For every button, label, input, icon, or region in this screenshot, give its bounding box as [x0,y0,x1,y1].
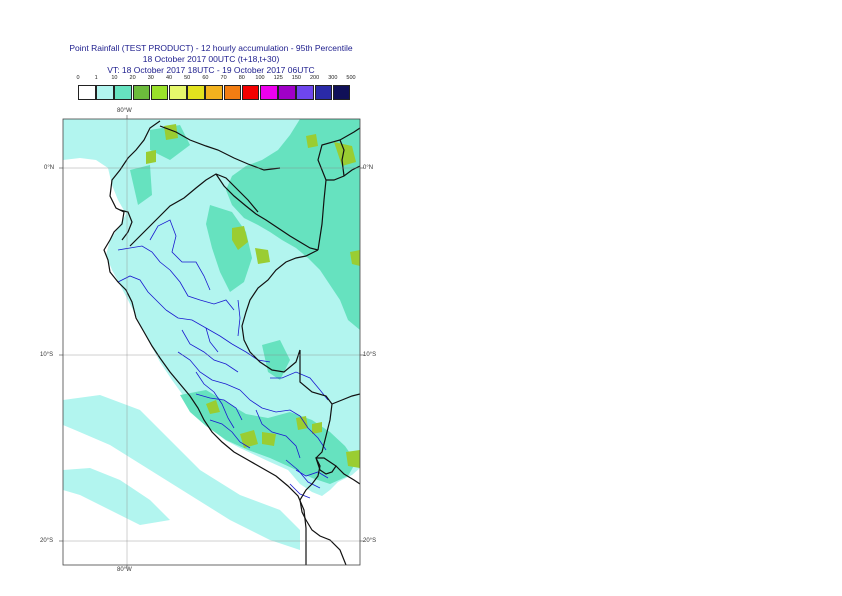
legend-threshold-label: 100 [255,75,265,81]
legend-color-swatch [296,85,314,100]
heavy-rain-patch [306,134,318,148]
lat-label-left-0: 0°N [44,165,55,171]
moderate-rain-area [226,119,360,330]
legend-threshold-label: 30 [147,75,154,81]
legend-threshold-label: 50 [184,75,191,81]
heavy-rain-patch [255,248,270,264]
legend-threshold-label: 10 [111,75,118,81]
heavy-rain-patch [146,150,156,164]
lat-label-left-20: 20°S [40,538,54,544]
legend-threshold-label: 20 [129,75,136,81]
legend-color-swatch [205,85,223,100]
graticule [63,119,360,565]
legend-color-swatch [132,85,151,100]
legend-color-swatch [314,85,333,100]
map-frame [62,118,361,566]
legend-threshold-label: 150 [291,75,301,81]
heavy-rain-patch [164,124,178,140]
color-legend: 0 1 10 20 30 40 50 60 70 80 100 125 150 200 300 500 [72,75,362,105]
legend-color-swatch [278,85,296,100]
legend-threshold-label: 60 [202,75,209,81]
legend-threshold-label: 200 [310,75,320,81]
legend-threshold-label: 500 [346,75,356,81]
legend-color-swatch [114,85,132,100]
heavy-rain-patch [334,142,356,166]
legend-color-swatch [223,85,242,100]
legend-threshold-label: 125 [273,75,283,81]
moderate-rain-area [262,340,290,380]
legend-color-swatch [96,85,114,100]
regional-borders [117,219,329,499]
legend-threshold-label: 0 [76,75,80,81]
title-line-3: VT: 18 October 2017 18UTC - 19 October 2… [107,65,315,75]
title-line-1: Point Rainfall (TEST PRODUCT) - 12 hourl… [69,43,353,53]
lon-label-bottom: 80°W [117,567,132,573]
heavy-rain-patch [296,416,308,430]
lat-label-right-10: 10°S [363,352,377,358]
lat-label-left-10: 10°S [40,352,54,358]
tick-marks [59,115,364,569]
legend-color-swatch [332,85,351,100]
heavy-rain-patch [262,432,276,446]
legend-color-swatch [169,85,187,100]
lat-label-right-20: 20°S [363,538,377,544]
lon-label-top: 80°W [117,108,132,114]
legend-threshold-label: 1 [94,75,98,81]
heavy-rain-patch [232,226,248,250]
light-rain-area [63,395,300,550]
legend-threshold-label: 300 [328,75,338,81]
legend-color-swatch [78,85,96,100]
legend-threshold-label: 70 [220,75,227,81]
legend-threshold-label: 40 [165,75,173,81]
heavy-rain-patch [346,450,360,468]
heavy-rain-patch [312,422,322,434]
heavy-rain-patch [240,430,258,448]
title-line-2: 18 October 2017 00UTC (t+18,t+30) [142,54,280,64]
legend-color-swatch [260,85,278,100]
moderate-rain-area [130,165,152,205]
heavy-rain-patch [206,400,220,414]
legend-color-swatch [150,85,169,100]
legend-threshold-label: 80 [238,75,245,81]
heavy-rain-patch [350,250,360,266]
light-rain-area [63,468,170,525]
lat-label-right-0: 0°N [363,165,374,171]
legend-color-swatch [241,85,260,100]
legend-color-swatch [187,85,205,100]
